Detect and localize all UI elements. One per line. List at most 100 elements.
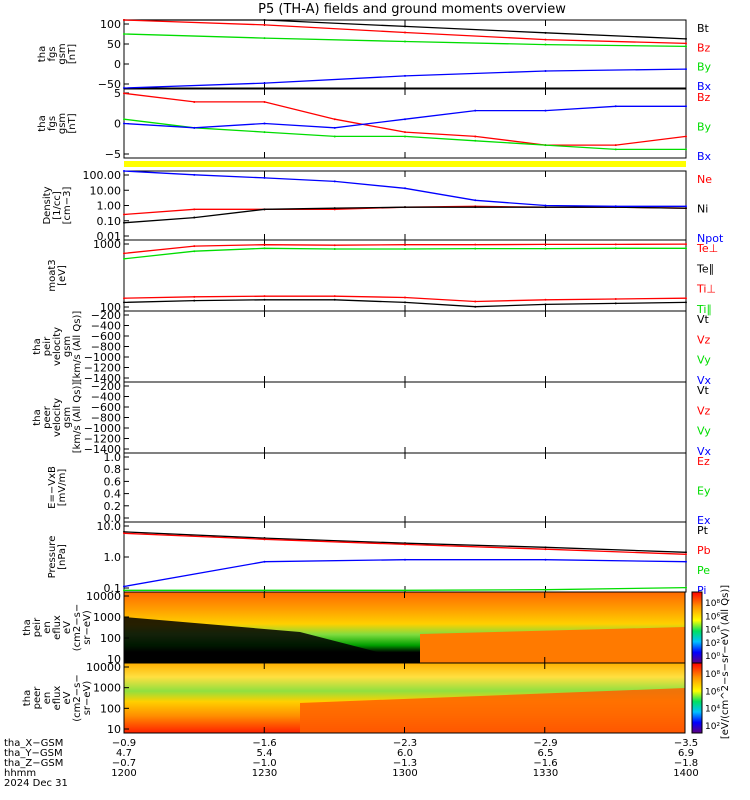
x-tick-label: 6.0	[397, 748, 413, 759]
data-point	[123, 122, 125, 125]
data-point	[614, 205, 617, 208]
data-point	[404, 589, 406, 592]
y-label-line: tha	[32, 409, 43, 425]
data-point	[193, 216, 196, 219]
data-point	[474, 109, 477, 112]
series-pressure-pi	[123, 559, 687, 588]
x-tick-label: 6.9	[678, 748, 694, 759]
legend-ne: Ne	[697, 173, 712, 186]
y-tick-label: 0.4	[104, 488, 122, 501]
x-tick-label: −1.8	[674, 758, 698, 769]
panel-efield: 1.00.80.60.40.20.0 E=−VxB [mV/m] Ez Ey Ex	[47, 451, 711, 527]
data-point	[123, 221, 125, 224]
y-label-line: en	[42, 692, 53, 705]
y-tick-label: −1200	[84, 433, 121, 446]
data-point	[263, 122, 266, 125]
panel-frame	[123, 19, 687, 89]
legend-ti⊥: Ti⊥	[696, 283, 716, 296]
y-axis-label: Pressure [nPa]	[47, 536, 68, 579]
y-tick-label: 1000	[93, 682, 121, 695]
data-point	[193, 208, 196, 211]
y-label-line: E=−VxB	[47, 466, 58, 509]
y-label-line: tha	[37, 115, 48, 131]
data-point	[193, 295, 196, 298]
data-point	[404, 301, 406, 304]
y-tick-label: −200	[91, 309, 121, 322]
y-label-line: (cm2−s−	[72, 604, 83, 651]
y-label-line: tha	[22, 619, 33, 635]
panel-frame	[123, 88, 687, 159]
y-tick-label: 0.1	[104, 582, 122, 595]
legend-vt: Vt	[697, 384, 710, 397]
y-tick-label: 100	[100, 18, 121, 31]
data-point	[614, 297, 617, 300]
panel-peir_spec: 10000 1000 100 10 tha peir en eflux eV (cm2−s− sr−…	[22, 590, 686, 666]
x-tick-label: −1.6	[252, 738, 276, 749]
data-point	[333, 118, 336, 121]
spectrogram-warm-region	[420, 627, 685, 663]
y-label-line: [nPa]	[57, 544, 68, 570]
data-point	[123, 532, 125, 535]
data-point	[614, 144, 617, 147]
legend-vz: Vz	[697, 333, 711, 346]
y-tick-label: 0.01	[97, 230, 122, 243]
legend-pb: Pb	[697, 544, 711, 557]
data-point	[544, 548, 547, 551]
data-point	[404, 118, 406, 121]
x-tick-label: −3.5	[674, 738, 698, 749]
data-point	[123, 32, 125, 35]
data-point	[474, 135, 477, 138]
y-label-line: tha	[22, 690, 33, 706]
data-point	[123, 585, 125, 588]
data-point	[333, 247, 336, 250]
x-tick-label: −2.3	[393, 738, 417, 749]
y-label-line: tha	[32, 338, 43, 354]
y-axis-label: tha peer velocity gsm [km/s (All Qs)]	[32, 382, 83, 454]
legend-ni: Ni	[697, 203, 708, 216]
data-point	[544, 70, 547, 72]
x-row-label: 2024 Dec 31	[4, 778, 68, 789]
colorbar	[691, 591, 703, 664]
data-point	[333, 135, 336, 138]
x-tick-label: −1.3	[393, 758, 417, 769]
data-point	[685, 301, 687, 304]
data-point	[404, 25, 406, 28]
y-tick-label: −1200	[84, 362, 121, 375]
data-point	[333, 126, 336, 129]
y-label-line: sr−eV)	[82, 681, 93, 716]
y-label-line: eV	[62, 691, 73, 704]
y-label-line: [nT]	[67, 44, 78, 64]
y-label-line: (cm2−s−	[72, 674, 83, 721]
y-label-line: gsm	[57, 43, 68, 64]
colorbar-tick-label: 10⁸	[705, 599, 720, 609]
data-point	[404, 243, 406, 246]
data-point	[263, 131, 266, 134]
y-tick-label: −200	[91, 380, 121, 393]
x-tick-label: −1.6	[533, 758, 557, 769]
y-label-line: velocity	[52, 398, 63, 437]
panel-temp: 1000 100 moat3 [eV] Te⊥ Te∥ Ti⊥ Ti∥	[47, 238, 718, 316]
data-point	[123, 301, 125, 304]
y-label-line: gsm	[62, 407, 73, 428]
data-point	[263, 243, 266, 246]
legend-bz: Bz	[697, 41, 711, 54]
data-point	[544, 109, 547, 112]
panel-frame	[123, 452, 687, 523]
data-point	[193, 299, 196, 302]
data-point	[614, 302, 617, 305]
colorbar-label: [eV/(cm^2−s−sr−eV) (All Qs)]	[720, 585, 731, 739]
data-point	[333, 207, 336, 210]
y-tick-label: 100.00	[83, 169, 122, 182]
y-label-line: [mV/m]	[57, 469, 68, 507]
data-point	[614, 243, 617, 246]
y-tick-label: −400	[91, 391, 121, 404]
status-bar	[124, 161, 686, 167]
data-point	[685, 68, 687, 71]
data-point	[685, 148, 687, 151]
data-point	[685, 207, 687, 210]
y-label-line: peer	[32, 686, 43, 710]
legend-bt: Bt	[697, 22, 710, 35]
